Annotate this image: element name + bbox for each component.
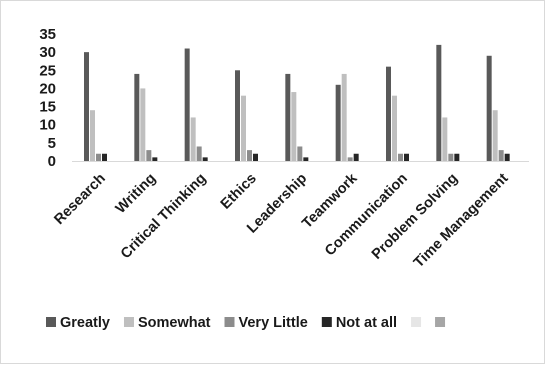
bar-problem-solving-very-little [448, 153, 454, 161]
x-tick-label-ethics: Ethics [218, 171, 260, 213]
bar-critical-thinking-not-at-all [202, 157, 208, 161]
y-tick-label: 20 [39, 80, 56, 97]
legend-label-very-little: Very Little [239, 315, 308, 331]
bar-writing-somewhat [140, 88, 146, 161]
legend-label-somewhat: Somewhat [138, 315, 211, 331]
bar-problem-solving-somewhat [442, 117, 448, 161]
bar-leadership-very-little [297, 146, 303, 161]
x-tick-label-time-management: Time Management [411, 170, 512, 271]
legend-label-not-at-all: Not at all [336, 315, 397, 331]
bar-research-not-at-all [102, 153, 107, 161]
bar-time-management-somewhat [492, 110, 498, 161]
y-tick-label: 5 [48, 135, 56, 152]
y-tick-label: 15 [39, 99, 56, 116]
legend-swatch-not-at-all [321, 317, 332, 327]
bar-communication-very-little [398, 153, 403, 161]
legend-swatch-greatly [46, 317, 56, 327]
bar-leadership-not-at-all [303, 157, 309, 161]
bar-communication-somewhat [392, 95, 397, 161]
bar-communication-not-at-all [404, 153, 409, 161]
legend-swatch-somewhat [123, 317, 134, 327]
bar-communication-greatly [386, 66, 391, 161]
bar-ethics-not-at-all [253, 153, 258, 161]
bar-problem-solving-greatly [436, 44, 442, 162]
legend: Greatly Somewhat Very Little Not at all [46, 315, 446, 331]
bar-teamwork-not-at-all [353, 153, 359, 161]
bar-teamwork-greatly [335, 84, 341, 161]
x-tick-label-writing: Writing [113, 171, 159, 217]
bar-writing-not-at-all [152, 157, 158, 161]
y-tick-label: 10 [39, 117, 56, 134]
y-tick-label: 25 [39, 62, 56, 79]
bar-ethics-very-little [247, 150, 252, 161]
bar-critical-thinking-very-little [196, 146, 202, 161]
legend-swatch-very-little [224, 317, 235, 327]
y-tick-label: 35 [39, 26, 56, 43]
bar-critical-thinking-somewhat [190, 117, 196, 161]
bar-writing-greatly [134, 73, 140, 161]
bars [84, 44, 510, 162]
y-tick-label: 30 [39, 44, 56, 61]
bar-writing-very-little [146, 150, 152, 161]
bar-research-somewhat [90, 110, 95, 161]
bar-time-management-very-little [498, 150, 504, 161]
bar-time-management-not-at-all [504, 153, 510, 161]
bar-critical-thinking-greatly [184, 48, 190, 162]
x-tick-label-problem-solving: Problem Solving [369, 171, 461, 263]
y-tick-label: 0 [48, 153, 56, 170]
legend-swatch-extra [411, 317, 422, 327]
bar-research-greatly [84, 52, 89, 162]
bar-teamwork-very-little [347, 157, 353, 161]
x-tick-label-research: Research [51, 171, 108, 228]
legend-swatch-extra [435, 317, 446, 327]
bar-research-very-little [96, 153, 101, 161]
bar-leadership-somewhat [291, 92, 297, 161]
bar-leadership-greatly [285, 73, 291, 161]
bar-ethics-somewhat [241, 95, 246, 161]
legend-label-greatly: Greatly [60, 315, 110, 331]
bar-problem-solving-not-at-all [454, 153, 460, 161]
bar-ethics-greatly [235, 70, 240, 161]
bar-time-management-greatly [486, 55, 492, 162]
bar-teamwork-somewhat [341, 73, 347, 161]
x-tick-label-critical-thinking: Critical Thinking [118, 171, 210, 263]
